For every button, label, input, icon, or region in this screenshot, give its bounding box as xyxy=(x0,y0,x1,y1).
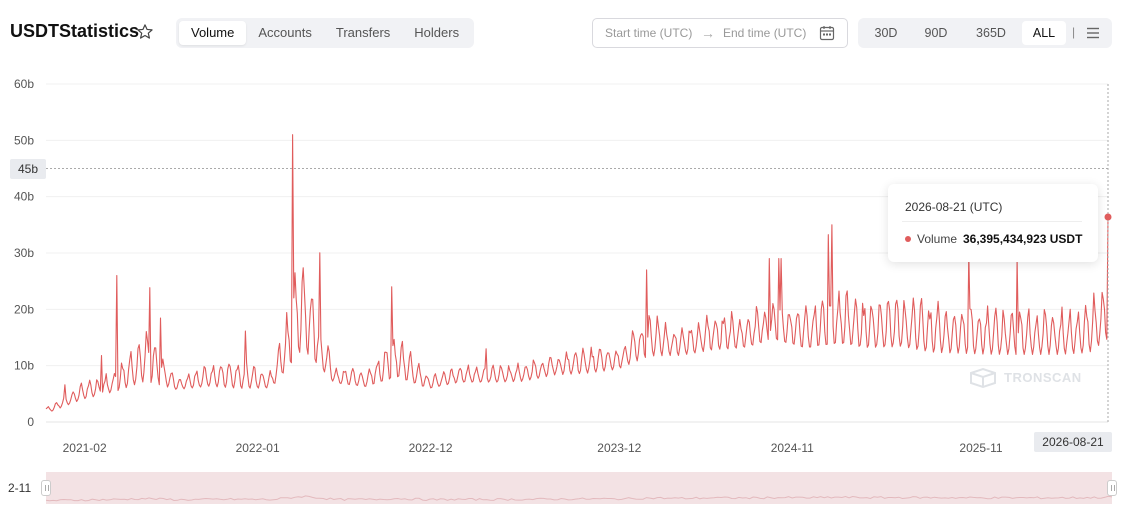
time-range-selector: 30D 90D 365D ALL | xyxy=(858,18,1112,48)
x-axis: 2021-02 2022-01 2022-12 2023-12 2024-11 2025-… xyxy=(63,441,1003,455)
chart-tooltip: 2026-08-21 (UTC) Volume 36,395,434,923 U… xyxy=(888,184,1098,262)
x-tick-label: 2022-01 xyxy=(236,441,280,455)
volume-chart[interactable]: 0 10b 20b 30b 40b 50b 60b 2021-02 2022-01 2022-1… xyxy=(0,64,1124,464)
metric-tabs: Volume Accounts Transfers Holders xyxy=(176,18,475,48)
watermark-text: TRONSCAN xyxy=(1004,370,1082,385)
date-range-picker[interactable]: Start time (UTC) → End time (UTC) xyxy=(592,18,848,48)
range-all-button[interactable]: ALL xyxy=(1022,21,1066,45)
x-tick-label: 2024-11 xyxy=(771,441,814,455)
crosshair-x-label: 2026-08-21 xyxy=(1034,432,1112,452)
x-tick-label: 2023-12 xyxy=(597,441,641,455)
star-icon[interactable] xyxy=(136,23,154,41)
y-tick-label: 10b xyxy=(14,359,34,373)
y-tick-label: 50b xyxy=(14,133,34,147)
tab-transfers[interactable]: Transfers xyxy=(335,25,391,40)
tooltip-date: 2026-08-21 (UTC) xyxy=(905,200,1003,214)
highlight-point[interactable] xyxy=(1104,213,1112,221)
tronscan-watermark: TRONSCAN xyxy=(968,366,1098,390)
slider-right-handle[interactable] xyxy=(1107,480,1117,496)
y-axis: 0 10b 20b 30b 40b 50b 60b xyxy=(14,77,34,429)
tab-accounts[interactable]: Accounts xyxy=(258,25,312,40)
tooltip-divider xyxy=(902,221,1082,222)
calendar-icon[interactable] xyxy=(819,25,835,41)
header: USDTStatistics Volume Accounts Transfers… xyxy=(0,0,1124,64)
y-tick-label: 60b xyxy=(14,77,34,91)
series-dot-icon xyxy=(905,236,911,242)
range-slider[interactable] xyxy=(45,472,1113,504)
end-time-input[interactable]: End time (UTC) xyxy=(723,26,807,40)
x-tick-label: 2022-12 xyxy=(409,441,453,455)
range-30d-button[interactable]: 30D xyxy=(874,26,898,40)
range-365d-button[interactable]: 365D xyxy=(976,26,1006,40)
tooltip-series-label: Volume xyxy=(917,232,958,246)
separator: | xyxy=(1072,25,1076,39)
slider-left-handle[interactable] xyxy=(41,480,51,496)
y-tick-label: 30b xyxy=(14,246,34,260)
slider-sparkline xyxy=(45,495,1113,502)
tooltip-value: 36,395,434,923 USDT xyxy=(963,232,1083,246)
menu-icon[interactable] xyxy=(1086,26,1100,40)
tab-volume[interactable]: Volume xyxy=(179,21,247,45)
volume-series-line xyxy=(45,134,1109,412)
tab-holders[interactable]: Holders xyxy=(414,25,460,40)
y-tick-label: 20b xyxy=(14,302,34,316)
start-time-input[interactable]: Start time (UTC) xyxy=(605,26,693,40)
slider-start-label: 2-11 xyxy=(8,481,32,495)
crosshair-y-label: 45b xyxy=(10,159,46,179)
x-tick-label: 2021-02 xyxy=(63,441,107,455)
arrow-right-icon: → xyxy=(701,25,715,41)
slider-sparkline-path xyxy=(45,495,1113,502)
y-tick-label: 40b xyxy=(14,190,34,204)
page-title: USDTStatistics xyxy=(10,21,140,41)
x-tick-label: 2025-11 xyxy=(959,441,1002,455)
range-90d-button[interactable]: 90D xyxy=(924,26,948,40)
tronscan-logo-icon xyxy=(970,367,996,389)
y-tick-label: 0 xyxy=(27,415,34,429)
